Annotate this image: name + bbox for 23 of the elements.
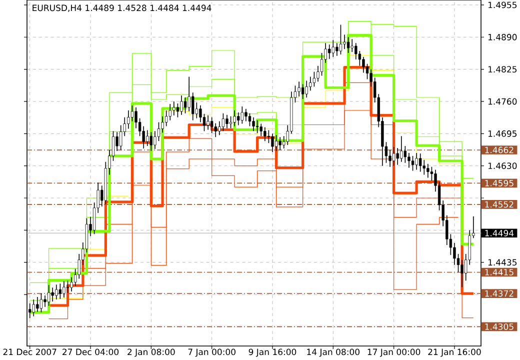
x-tick-label: 21 Dec 2007 xyxy=(3,348,56,356)
x-tick-label: 9 Jan 16:00 xyxy=(248,348,296,357)
y-tick-label: 1.4760 xyxy=(488,98,517,105)
x-tick-label: 27 Dec 04:00 xyxy=(62,348,119,356)
x-tick-label: 2 Jan 08:00 xyxy=(128,348,175,357)
x-tick-label: 17 Jan 00:00 xyxy=(368,348,420,357)
ref-line-label: 1.4305 xyxy=(485,323,514,330)
x-tick-label: 14 Jan 08:00 xyxy=(307,348,360,357)
y-tick-label: 1.4435 xyxy=(488,259,517,266)
ref-line-label: 1.4415 xyxy=(485,269,514,276)
y-tick-label: 1.4890 xyxy=(488,34,517,40)
ref-line-label: 1.4552 xyxy=(485,201,514,208)
y-tick-label: 1.4695 xyxy=(488,130,517,137)
y-tick-label: 1.4825 xyxy=(488,66,517,73)
chart-title: EURUSD,H4 1.4489 1.4528 1.4484 1.4494 xyxy=(32,4,212,12)
ref-line-label: 1.4662 xyxy=(485,146,514,154)
ref-line-label: 1.4372 xyxy=(485,290,514,297)
x-tick-label: 7 Jan 00:00 xyxy=(188,348,236,357)
ref-line-label: 1.4595 xyxy=(485,180,514,186)
y-tick-label: 1.4630 xyxy=(488,162,517,170)
x-tick-label: 21 Jan 16:00 xyxy=(428,348,481,357)
y-tick-label: 1.4955 xyxy=(488,2,517,8)
ref-line-label: 1.4494 xyxy=(485,230,514,236)
